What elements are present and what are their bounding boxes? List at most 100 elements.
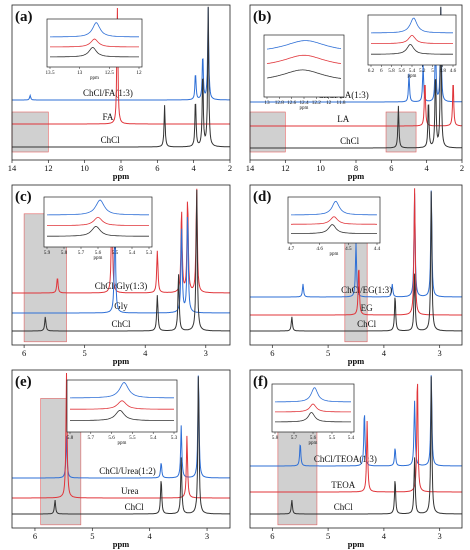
- inset-x-label: ppm: [300, 106, 309, 111]
- inset-tick-label: 13.5: [45, 70, 54, 76]
- inset-tick-label: 4.6: [316, 246, 323, 252]
- inset-plot: 6.2 6 5.8 5.6 5.4 5.2 5 4.8 4.6 ppm: [367, 14, 457, 79]
- inset-trace: [70, 382, 174, 399]
- inset-plot: 13 12.8 12.6 12.4 12.2 12 11.8 ppm: [263, 34, 346, 111]
- inset-plot: 5.9 5.8 5.7 5.6 5.5 5.4 5.3 ppm: [43, 196, 153, 261]
- series-label: ChCl: [111, 319, 131, 329]
- spectrum-line: [250, 188, 462, 316]
- inset-tick-label: 5.8: [67, 435, 74, 441]
- x-tick-label: 3: [438, 531, 442, 541]
- inset-trace: [47, 225, 149, 237]
- inset-plot: 5.8 5.7 5.6 5.5 5.4 ppm: [271, 383, 355, 446]
- series-label: ChCl/Urea(1:2): [99, 466, 156, 476]
- series-label: TEOA: [331, 480, 355, 490]
- inset-frame: [263, 34, 345, 98]
- inset-trace: [371, 34, 453, 44]
- spectrum-line: [12, 7, 230, 101]
- series-label: ChCl/FA(1:3): [83, 88, 133, 98]
- spectrum-line: [250, 375, 462, 467]
- x-tick-label: 6: [389, 163, 393, 173]
- panel-d: ChCl/EG(1:3) EG ChCl 6 5 4 3 ppm (d) 4.7 4.6 4.5 4.4…: [249, 184, 463, 366]
- series-label: EG: [361, 303, 373, 313]
- panel-b: ChCl/LA(1:3)LAChCl1412108642ppm(b)1312.8…: [246, 4, 464, 181]
- inset-tick-label: 5: [431, 68, 434, 74]
- series-label: ChCl: [101, 135, 121, 145]
- shaded-region: [11, 111, 49, 153]
- x-axis-label: ppm: [348, 171, 365, 181]
- inset-frame: [271, 383, 355, 433]
- inset-tick-label: 5.7: [88, 435, 95, 441]
- inset-x-label: ppm: [408, 74, 417, 79]
- inset-tick-label: 5.6: [310, 435, 317, 441]
- inset-tick-label: 5.3: [146, 250, 153, 256]
- spectrum-line: [12, 189, 230, 332]
- inset-tick-label: 5.8: [272, 435, 279, 441]
- spectrum-line: [12, 376, 230, 515]
- inset-frame: [287, 196, 381, 244]
- inset-tick-label: 5.4: [409, 68, 416, 74]
- x-tick-label: 6: [155, 163, 159, 173]
- spectrum-line: [12, 216, 230, 314]
- inset-x-label: ppm: [330, 252, 339, 257]
- x-tick-label: 3: [205, 531, 209, 541]
- series-label: ChCl/Gly(1:3): [95, 281, 148, 291]
- x-tick-label: 3: [204, 348, 208, 358]
- series-label: LA: [337, 114, 349, 124]
- inset-tick-label: 5.6: [108, 435, 115, 441]
- plot-frame: [11, 184, 231, 346]
- inset-tick-label: 5.6: [95, 250, 102, 256]
- x-tick-label: 8: [119, 163, 123, 173]
- x-tick-label: 2: [228, 163, 232, 173]
- inset-trace: [275, 403, 351, 413]
- panel-label: (a): [15, 9, 33, 25]
- x-tick-label: 4: [382, 531, 387, 541]
- x-tick-label: 4: [148, 531, 153, 541]
- series-label: Gly: [114, 301, 128, 311]
- inset-tick-label: 12.6: [287, 100, 296, 106]
- inset-trace: [50, 22, 139, 38]
- series-label: Urea: [121, 486, 139, 496]
- x-tick-label: 5: [326, 348, 330, 358]
- x-tick-label: 4: [192, 163, 197, 173]
- inset-tick-label: 5.9: [44, 250, 51, 256]
- inset-trace: [50, 38, 139, 48]
- inset-trace: [69, 409, 174, 421]
- panel-label: (e): [15, 374, 32, 390]
- inset-frame: [367, 14, 457, 66]
- inset-tick-label: 5.5: [329, 435, 336, 441]
- inset-x-label: ppm: [90, 76, 99, 81]
- series-label: ChCl: [340, 136, 360, 146]
- series-label: ChCl/TEOA(1:3): [314, 454, 377, 464]
- inset-tick-label: 5.8: [61, 250, 68, 256]
- x-tick-label: 10: [80, 163, 89, 173]
- x-tick-label: 4: [425, 163, 430, 173]
- inset-tick-label: 5.4: [150, 435, 157, 441]
- x-tick-label: 5: [90, 531, 94, 541]
- spectrum-line: [12, 7, 230, 125]
- series-label: ChCl: [357, 319, 377, 329]
- spectrum-line: [12, 6, 230, 148]
- x-tick-label: 4: [143, 348, 148, 358]
- inset-tick-label: 5.7: [291, 435, 298, 441]
- x-axis-label: ppm: [113, 171, 130, 181]
- panel-label: (f): [253, 374, 268, 390]
- spectrum-line: [12, 372, 230, 499]
- x-tick-label: 6: [33, 531, 37, 541]
- inset-tick-label: 4.8: [440, 68, 447, 74]
- x-tick-label: 5: [83, 348, 87, 358]
- x-tick-label: 14: [8, 163, 17, 173]
- inset-trace: [291, 216, 377, 225]
- x-axis-label: ppm: [113, 356, 130, 366]
- x-tick-label: 12: [281, 163, 290, 173]
- spectrum-line: [12, 188, 230, 294]
- inset-tick-label: 12.8: [275, 100, 284, 106]
- inset-tick-label: 4.5: [345, 246, 352, 252]
- plot-frame: [249, 184, 463, 346]
- inset-tick-label: 4.4: [374, 246, 381, 252]
- spectrum-line: [12, 375, 230, 479]
- x-tick-label: 8: [354, 163, 358, 173]
- x-tick-label: 12: [44, 163, 53, 173]
- inset-trace: [371, 43, 453, 55]
